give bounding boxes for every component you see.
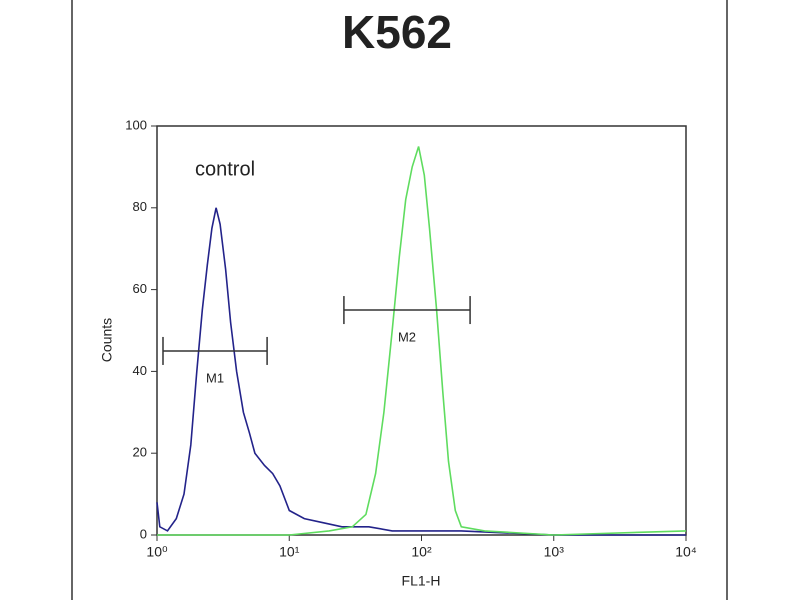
y-tick-label: 0 — [140, 526, 147, 541]
x-tick-label: 10⁴ — [675, 544, 697, 560]
x-tick-label: 10⁰ — [146, 544, 168, 560]
y-tick-label: 100 — [125, 117, 147, 132]
series-line — [156, 207, 686, 536]
annotation: control — [195, 158, 255, 180]
x-tick-label: 10¹ — [279, 544, 300, 560]
y-tick-label: 40 — [133, 363, 147, 378]
y-tick-label: 20 — [133, 445, 147, 460]
x-axis-label: FL1-H — [402, 573, 441, 589]
chart-title: K562 — [342, 6, 452, 58]
y-tick-label: 60 — [133, 281, 147, 296]
frame — [71, 0, 728, 600]
series-line — [157, 146, 687, 536]
marker-label: M2 — [398, 329, 416, 344]
y-axis-label: Counts — [99, 318, 115, 362]
x-tick-label: 10³ — [544, 544, 565, 560]
x-tick-label: 10² — [411, 544, 432, 560]
plot-frame — [156, 125, 687, 536]
marker-label: M1 — [206, 370, 224, 385]
y-tick-label: 80 — [133, 199, 147, 214]
